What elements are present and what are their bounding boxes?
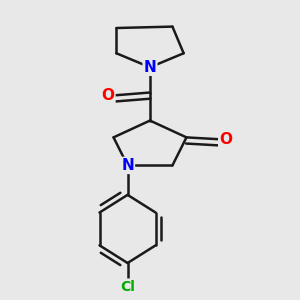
Text: Cl: Cl bbox=[120, 280, 135, 294]
Text: N: N bbox=[121, 158, 134, 173]
Text: O: O bbox=[101, 88, 114, 104]
Text: N: N bbox=[144, 60, 156, 75]
Text: O: O bbox=[219, 132, 232, 147]
